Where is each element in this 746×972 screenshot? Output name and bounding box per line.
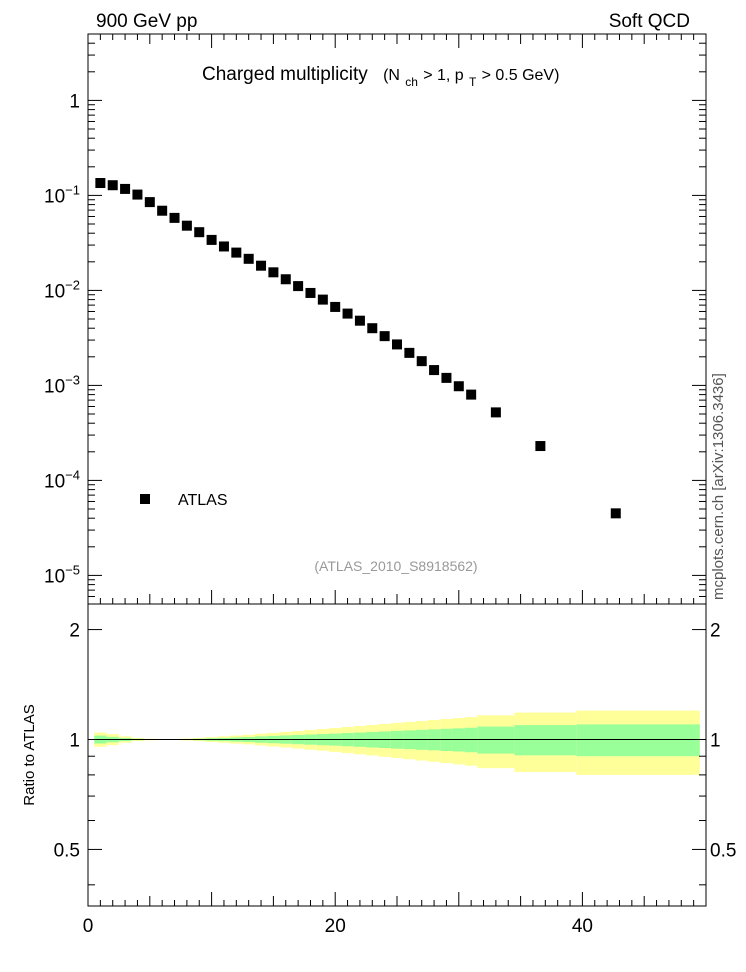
data-point — [218, 241, 229, 252]
data-point — [490, 407, 501, 418]
data-point — [181, 220, 192, 231]
legend: ATLAS — [140, 492, 228, 509]
ratio-band-inner — [576, 724, 700, 757]
data-point — [317, 294, 328, 305]
data-point — [453, 381, 464, 392]
y-tick-label: 10−1 — [44, 182, 80, 207]
data-point — [342, 308, 353, 319]
x-tick-labels: 0 20 40 — [83, 916, 593, 937]
data-point — [206, 234, 217, 245]
x-tick-label: 0 — [83, 916, 94, 937]
ratio-y-tick-labels: 0.5 0.5 1 1 2 2 — [54, 621, 737, 862]
data-point — [610, 508, 621, 519]
ratio-panel-frame — [87, 603, 707, 907]
data-point — [280, 274, 291, 285]
data-point — [169, 212, 180, 223]
data-point — [367, 323, 378, 334]
header-left: 900 GeV pp — [96, 11, 197, 32]
title-end: > 0.5 GeV) — [482, 67, 560, 84]
ratio-band-inner — [514, 725, 577, 756]
y-tick-label: 1 — [69, 91, 80, 112]
ratio-y-label: Ratio to ATLAS — [21, 704, 38, 805]
data-point — [293, 281, 304, 292]
data-point — [157, 205, 168, 216]
title-sub-t: T — [469, 75, 477, 89]
ratio-panel-ticks — [87, 629, 707, 906]
data-point — [466, 389, 477, 400]
ratio-y-tick-label-right: 2 — [710, 621, 721, 642]
data-point — [379, 331, 390, 342]
data-point — [404, 347, 415, 358]
data-point — [305, 287, 316, 298]
ratio-y-tick-label-left: 1 — [69, 731, 80, 752]
ratio-y-tick-label-left: 2 — [69, 621, 80, 642]
legend-label: ATLAS — [178, 492, 228, 509]
data-point — [120, 183, 131, 194]
data-point — [231, 247, 242, 258]
data-point — [429, 365, 440, 376]
data-point — [416, 356, 427, 367]
chart-title: Charged multiplicity (N ch > 1, p T > 0.… — [202, 64, 559, 91]
y-tick-label: 10−3 — [44, 372, 80, 397]
y-tick-label: 10−2 — [44, 277, 80, 302]
ratio-y-tick-label-right: 1 — [710, 731, 721, 752]
x-tick-label: 40 — [572, 916, 593, 937]
x-tick-label: 20 — [325, 916, 346, 937]
data-point — [194, 227, 205, 238]
main-panel-ticks — [87, 33, 707, 604]
title-mid: > 1, p — [423, 67, 464, 84]
main-y-tick-labels: 10−5 10−4 10−3 10−2 10−1 1 — [44, 91, 80, 587]
data-point — [132, 189, 143, 200]
y-tick-label: 10−4 — [44, 467, 80, 492]
ratio-y-tick-label-right: 0.5 — [710, 840, 736, 861]
data-point — [535, 441, 546, 452]
data-point — [441, 372, 452, 383]
analysis-label: (ATLAS_2010_S8918562) — [314, 558, 477, 574]
ratio-band-inner — [477, 726, 515, 754]
data-point — [144, 197, 155, 208]
data-point — [354, 315, 365, 326]
y-tick-label: 10−5 — [44, 562, 80, 587]
ratio-panel — [87, 603, 707, 907]
title-sub-ch: ch — [405, 75, 418, 89]
header-right: Soft QCD — [609, 11, 690, 32]
data-point — [95, 178, 106, 189]
title-paren: (N — [383, 67, 400, 84]
data-point — [268, 267, 279, 278]
side-label: mcplots.cern.ch [arXiv:1306.3436] — [710, 373, 727, 600]
ratio-bands — [94, 710, 700, 775]
title-main: Charged multiplicity — [202, 64, 368, 85]
data-point — [107, 180, 118, 191]
data-point — [392, 339, 402, 350]
data-point — [330, 301, 341, 312]
data-point — [243, 253, 254, 264]
data-points — [95, 178, 621, 519]
main-panel-frame — [87, 33, 707, 605]
main-panel — [87, 33, 707, 605]
data-point — [256, 260, 267, 271]
ratio-y-tick-label-left: 0.5 — [54, 840, 80, 861]
legend-marker — [140, 494, 150, 504]
